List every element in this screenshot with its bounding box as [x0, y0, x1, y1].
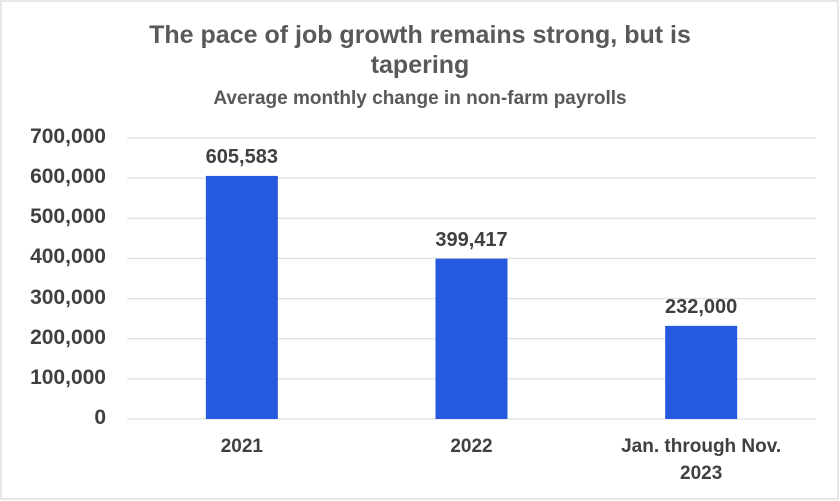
- y-tick-label: 100,000: [30, 365, 106, 389]
- y-tick-label: 500,000: [30, 205, 106, 229]
- y-tick-label: 200,000: [30, 325, 106, 349]
- bar: [665, 325, 738, 419]
- y-tick-label: 300,000: [30, 285, 106, 309]
- y-tick-label: 600,000: [30, 165, 106, 189]
- y-tick-label: 400,000: [30, 245, 106, 269]
- bar: [435, 258, 508, 419]
- chart-subtitle: Average monthly change in non-farm payro…: [213, 88, 627, 109]
- y-tick-label: 0: [94, 406, 106, 429]
- y-tick-label: 700,000: [30, 125, 106, 148]
- x-tick-label: Jan. through Nov. 2023: [621, 436, 782, 484]
- data-label: 399,417: [435, 228, 508, 251]
- data-label: 605,583: [205, 145, 278, 168]
- x-tick-label: 2022: [450, 436, 493, 457]
- data-label: 232,000: [665, 295, 738, 318]
- x-tick-label: 2021: [220, 436, 263, 457]
- bar: [205, 175, 278, 419]
- chart-title: The pace of job growth remains strong, b…: [149, 21, 691, 79]
